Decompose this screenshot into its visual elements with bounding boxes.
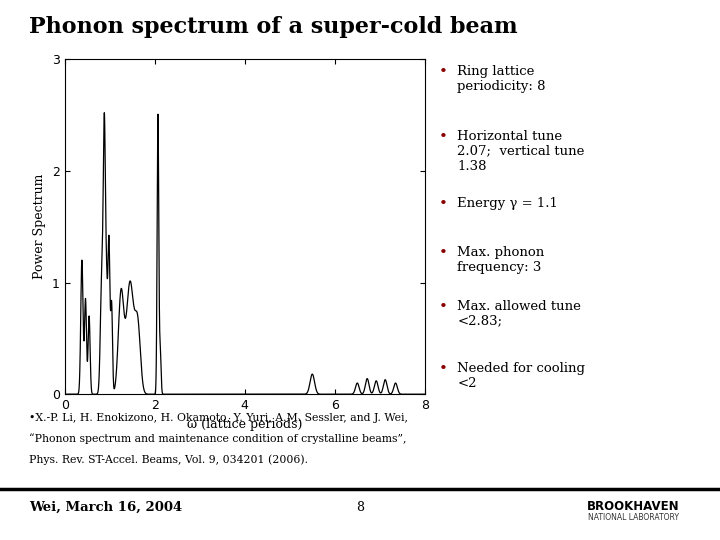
Text: “Phonon spectrum and maintenance condition of crystalline beams”,: “Phonon spectrum and maintenance conditi… (29, 434, 406, 444)
Text: 8: 8 (356, 501, 364, 514)
Text: •: • (439, 197, 448, 211)
Text: •X.-P. Li, H. Enokizono, H. Okamoto, Y. Yuri, A.M. Sessler, and J. Wei,: •X.-P. Li, H. Enokizono, H. Okamoto, Y. … (29, 413, 408, 423)
Text: Phonon spectrum of a super-cold beam: Phonon spectrum of a super-cold beam (29, 16, 518, 38)
Text: •: • (439, 362, 448, 376)
Text: BROOKHAVEN: BROOKHAVEN (588, 500, 680, 512)
Text: Max. allowed tune
<2.83;: Max. allowed tune <2.83; (457, 300, 581, 328)
Text: Wei, March 16, 2004: Wei, March 16, 2004 (29, 501, 182, 514)
Text: •: • (439, 130, 448, 144)
Text: •: • (439, 246, 448, 260)
Text: Needed for cooling
<2: Needed for cooling <2 (457, 362, 585, 390)
Text: •: • (439, 300, 448, 314)
Text: Phys. Rev. ST-Accel. Beams, Vol. 9, 034201 (2006).: Phys. Rev. ST-Accel. Beams, Vol. 9, 0342… (29, 454, 308, 465)
Text: Horizontal tune
2.07;  vertical tune
1.38: Horizontal tune 2.07; vertical tune 1.38 (457, 130, 585, 173)
Text: Ring lattice
periodicity: 8: Ring lattice periodicity: 8 (457, 65, 546, 93)
X-axis label: ω (lattice periods): ω (lattice periods) (187, 417, 302, 430)
Y-axis label: Power Spectrum: Power Spectrum (33, 174, 46, 280)
Text: Max. phonon
frequency: 3: Max. phonon frequency: 3 (457, 246, 544, 274)
Text: NATIONAL LABORATORY: NATIONAL LABORATORY (588, 513, 679, 522)
Text: Energy γ = 1.1: Energy γ = 1.1 (457, 197, 558, 210)
Text: •: • (439, 65, 448, 79)
